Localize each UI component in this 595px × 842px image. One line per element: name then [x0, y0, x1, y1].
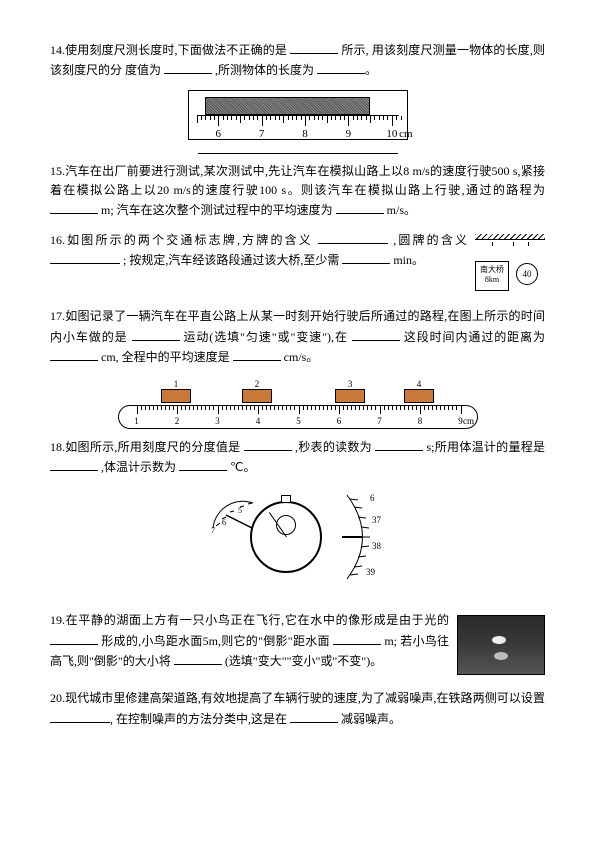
bird-reflection	[494, 652, 508, 660]
q16-blank-1	[318, 230, 388, 244]
q17-blank-1	[132, 327, 180, 341]
stopwatch-crown	[281, 495, 291, 503]
figure-q17-ruler: 123456789cm 1234	[50, 377, 545, 429]
q14-text-4: 度值为	[125, 63, 161, 77]
stopwatch-body	[250, 501, 322, 573]
q16-text-4: min。	[393, 253, 424, 267]
q14-blank-1	[290, 40, 338, 54]
q17-blank-3	[233, 347, 281, 361]
q14-blank-2	[164, 60, 212, 74]
q16-text: 16.如图所示的两个交通标志牌,方牌的含义	[50, 233, 313, 247]
svg-text:37: 37	[372, 515, 382, 525]
q18-blank-1	[244, 437, 292, 451]
q19-blank-2	[333, 631, 381, 645]
svg-text:6: 6	[222, 518, 226, 527]
q18-text: 18.如图所示,所用刻度尺的分度值是	[50, 440, 240, 454]
svg-text:38: 38	[372, 541, 382, 551]
underline	[198, 153, 398, 154]
q18-text-3: s;所用体温计的量程是	[427, 440, 546, 454]
q18-blank-4	[179, 457, 227, 471]
q14-text: 14.使用刻度尺测长度时,下面做法不正确的是	[50, 43, 287, 57]
q15-blank-1	[50, 200, 98, 214]
q19-blank-1	[50, 631, 98, 645]
q17-text-3: 这段时间内通过的距离为	[404, 330, 545, 344]
q17-text-5: cm/s。	[284, 350, 319, 364]
question-15: 15.汽车在出厂前要进行测试,某次测试中,先让汽车在模拟山路上以8 m/s的速度…	[50, 162, 545, 221]
question-16: 南大桥 8km 40 16.如图所示的两个交通标志牌,方牌的含义 ,圆牌的含义 …	[50, 230, 545, 297]
q17-text-2: 运动(选填"匀速"或"变速"),在	[183, 330, 347, 344]
q17-blank-1b	[352, 327, 400, 341]
bridge-name: 南大桥	[476, 265, 508, 275]
meter-dial: 7 6 5	[208, 493, 258, 533]
q20-blank-1	[50, 709, 110, 723]
q14-blank-3	[317, 60, 365, 74]
speed-value: 40	[523, 269, 532, 279]
q19-text-2: 形成的,小鸟距水面5m,则它的"倒影"距水面	[101, 634, 329, 648]
speed-sign: 40	[516, 263, 538, 285]
question-14: 14.使用刻度尺测长度时,下面做法不正确的是 所示, 用该刻度尺测量一物体的长度…	[50, 40, 545, 80]
q14-text-2: 所示,	[341, 43, 368, 57]
q16-text-3: ; 按规定,汽车经该路段通过该大桥,至少需	[123, 253, 339, 267]
q18-blank-2	[375, 437, 423, 451]
svg-text:6: 6	[370, 493, 375, 503]
q16-text-2: ,圆牌的含义	[393, 233, 467, 247]
svg-text:7: 7	[211, 526, 215, 533]
q20-text-3: 减弱噪声。	[341, 712, 401, 726]
q17-text-4: cm, 全程中的平均速度是	[101, 350, 230, 364]
q15-text-2: m; 汽车在这次整个测试过程中的平均速度为	[101, 203, 333, 217]
q18-blank-3	[50, 457, 98, 471]
ceiling-hatch	[475, 234, 545, 240]
q15-text-3: m/s。	[387, 203, 416, 217]
question-18: 18.如图所示,所用刻度尺的分度值是 ,秒表的读数为 s;所用体温计的量程是 ,…	[50, 437, 545, 477]
question-17: 17.如图记录了一辆汽车在平直公路上从某一时刻开始行驶后所通过的路程,在图上所示…	[50, 307, 545, 367]
q17-blank-2	[50, 347, 98, 361]
bridge-sign: 南大桥 8km	[475, 261, 509, 291]
q19-blank-3	[174, 651, 222, 665]
q19-text-4: (选填"变大""变小"或"不变")。	[225, 654, 382, 668]
svg-text:39: 39	[366, 567, 376, 577]
q14-text-5: ,所测物体的长度为	[215, 63, 314, 77]
q19-text: 19.在平静的湖面上方有一只小鸟正在飞行,它在水中的像形成是由于光的	[50, 613, 449, 627]
q16-blank-2	[50, 250, 120, 264]
q15-text: 15.汽车在出厂前要进行测试,某次测试中,先让汽车在模拟山路上以8 m/s的速度…	[50, 164, 545, 197]
question-19: 19.在平静的湖面上方有一只小鸟正在飞行,它在水中的像形成是由于光的 形成的,小…	[50, 611, 545, 679]
question-20: 20.现代城市里修建高架道路,有效地提高了车辆行驶的速度,为了减弱噪声,在铁路两…	[50, 689, 545, 728]
q18-text-4: ,体温计示数为	[101, 460, 176, 474]
bird-photo	[457, 615, 545, 675]
figure-q18-instruments: 7 6 5 6 37 38	[50, 487, 545, 603]
q18-text-5: ℃。	[230, 460, 255, 474]
traffic-signs: 南大桥 8km 40	[475, 234, 545, 291]
q20-text: 20.现代城市里修建高架道路,有效地提高了车辆行驶的速度,为了减弱噪声,在铁路两…	[50, 691, 545, 705]
q20-text-2: 在控制噪声的方法分类中,这是在	[116, 712, 287, 726]
bird-shape	[492, 636, 506, 644]
q18-text-2: ,秒表的读数为	[295, 440, 372, 454]
thermometer-scale: 6 37 38 39	[342, 487, 388, 587]
q20-blank-2	[290, 709, 338, 723]
q15-blank-2	[336, 200, 384, 214]
figure-q14-ruler: 678910cm	[50, 90, 545, 153]
bridge-dist: 8km	[476, 275, 508, 285]
svg-text:5: 5	[238, 506, 242, 515]
q16-blank-3	[342, 250, 390, 264]
